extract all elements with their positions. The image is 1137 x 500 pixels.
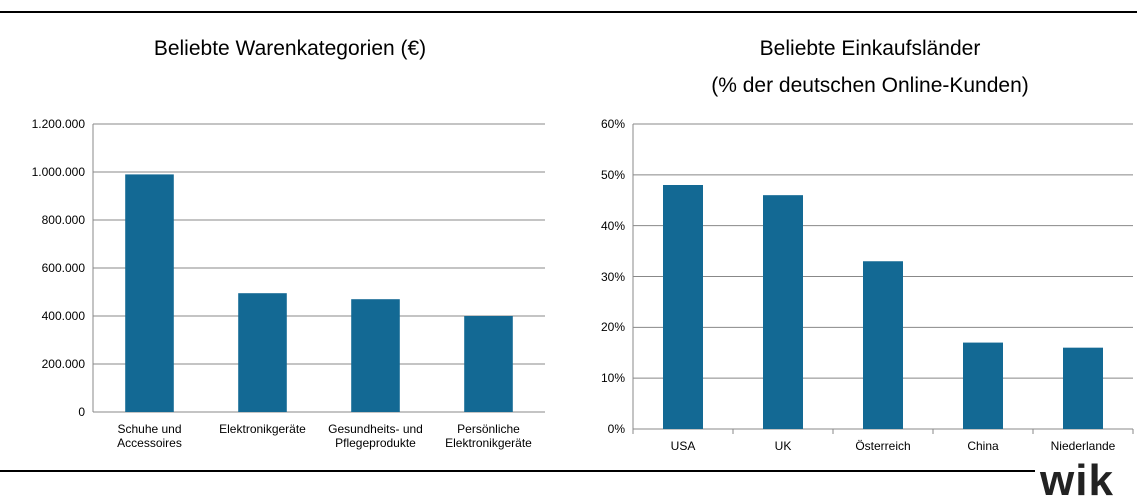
y-tick-label: 0%: [607, 422, 625, 436]
x-tick-label: UK: [774, 439, 792, 453]
y-tick-label: 800.000: [41, 213, 85, 227]
x-tick-label: USA: [670, 439, 696, 453]
y-tick-label: 0: [78, 405, 85, 419]
y-tick-label: 40%: [600, 218, 625, 233]
y-tick-label: 10%: [600, 371, 625, 386]
y-tick-label: 50%: [600, 167, 625, 182]
bar: [863, 261, 903, 429]
x-tick-label: Niederlande: [1050, 439, 1116, 453]
x-tick-label: Schuhe und Accessoires: [117, 422, 182, 450]
bar: [238, 293, 287, 412]
x-tick-label: Österreich: [855, 439, 911, 453]
bar: [125, 174, 174, 412]
chart-title: Beliebte Warenkategorien (€): [153, 37, 427, 60]
y-tick-label: 400.000: [41, 309, 85, 323]
y-tick-label: 60%: [600, 117, 625, 131]
y-tick-label: 600.000: [41, 261, 85, 275]
x-tick-label: Gesundheits- und Pflegeprodukte: [328, 422, 423, 450]
y-tick-label: 1.200.000: [31, 117, 85, 131]
bar: [763, 195, 803, 429]
y-tick-label: 30%: [600, 269, 625, 284]
x-tick-label: Elektronikgeräte: [219, 422, 306, 436]
x-tick-label: Persönliche Elektronikgeräte: [445, 422, 532, 450]
x-tick-label: China: [967, 439, 999, 453]
bar: [663, 185, 703, 429]
bar: [351, 299, 400, 412]
chart-title: Beliebte Einkaufsländer (% der deutschen…: [711, 37, 1029, 97]
bar: [1063, 347, 1103, 429]
bar: [963, 342, 1003, 429]
y-tick-label: 1.000.000: [31, 165, 85, 179]
logo: wik: [1040, 456, 1114, 500]
y-tick-label: 200.000: [41, 357, 85, 371]
bar: [464, 316, 513, 412]
y-tick-label: 20%: [600, 320, 625, 335]
